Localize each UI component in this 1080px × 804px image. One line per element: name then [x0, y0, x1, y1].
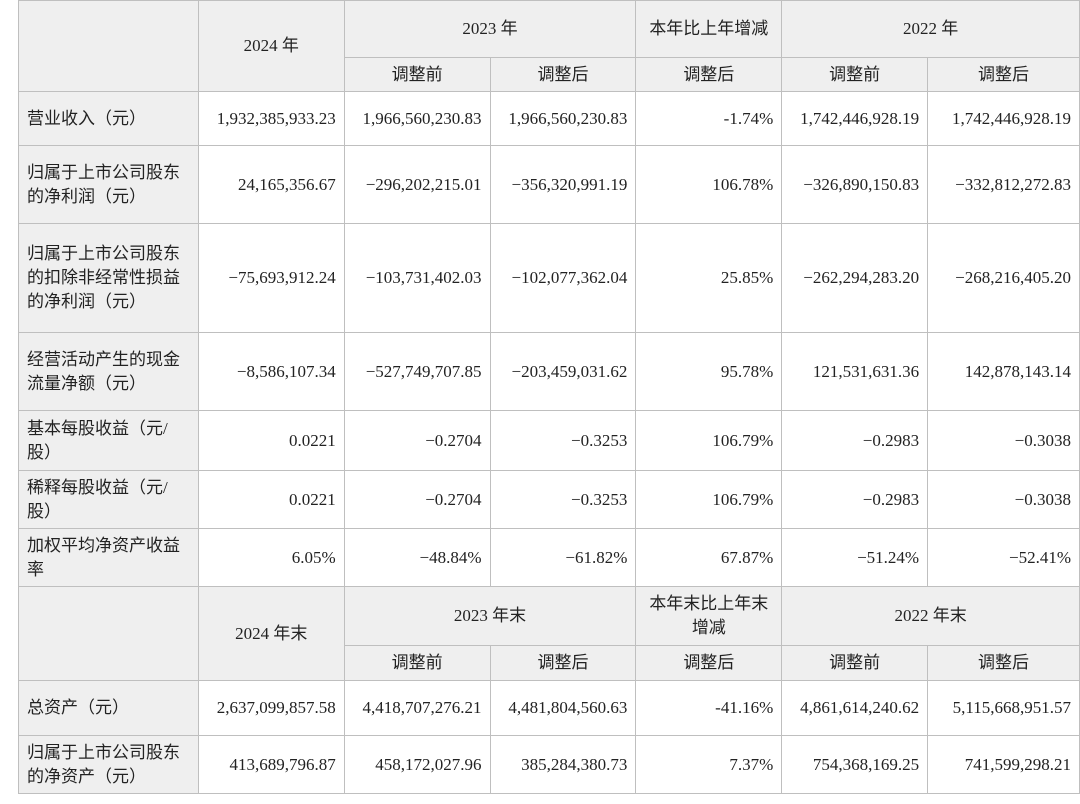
table-row: 加权平均净资产收益率 6.05% −48.84% −61.82% 67.87% … — [18, 528, 1080, 587]
table1-header-change-after: 调整后 — [635, 57, 783, 92]
table1-header-row-2: 调整前 调整后 调整后 调整前 调整后 — [19, 57, 1080, 92]
table2-header-2023: 2023 年末 — [343, 586, 637, 646]
table2-header-row-1: 2024 年末 2023 年末 本年末比上年末增减 2022 年末 — [18, 586, 1080, 681]
table1-header-change: 本年比上年增减 — [635, 0, 783, 58]
table1-header-row-1: 2024 年 2023 年 本年比上年增减 2022 年 — [18, 0, 1080, 92]
table-row: 归属于上市公司股东的净利润（元） 24,165,356.67 −296,202,… — [18, 145, 1080, 224]
cell-2023-after: 1,966,560,230.83 — [489, 91, 637, 146]
cell-2024: −8,586,107.34 — [197, 332, 345, 411]
table2-header-2023-after: 调整后 — [489, 645, 637, 681]
row-label: 总资产（元） — [18, 680, 199, 736]
cell-2023-after: −0.3253 — [489, 410, 637, 471]
cell-2023-before: −103,731,402.03 — [343, 223, 491, 333]
cell-2022-after: 5,115,668,951.57 — [927, 680, 1080, 736]
row-label: 营业收入（元） — [18, 91, 199, 146]
cell-2022-after: −0.3038 — [927, 410, 1080, 471]
table1-header-2023-after: 调整后 — [489, 57, 637, 92]
cell-2022-after: 142,878,143.14 — [927, 332, 1080, 411]
table2-header-row-2: 调整前 调整后 调整后 调整前 调整后 — [19, 645, 1080, 681]
table1-header-2022-after: 调整后 — [927, 57, 1080, 92]
cell-2024: 6.05% — [197, 528, 345, 587]
cell-2024: 0.0221 — [197, 470, 345, 529]
cell-change: 95.78% — [635, 332, 783, 411]
cell-change: 106.79% — [635, 410, 783, 471]
cell-2023-after: −203,459,031.62 — [489, 332, 637, 411]
table-row: 归属于上市公司股东的净资产（元） 413,689,796.87 458,172,… — [18, 735, 1080, 794]
cell-change: 25.85% — [635, 223, 783, 333]
cell-2022-after: 1,742,446,928.19 — [927, 91, 1080, 146]
cell-change: -41.16% — [635, 680, 783, 736]
cell-2022-before: 1,742,446,928.19 — [781, 91, 929, 146]
table2-header-2022-before: 调整前 — [781, 645, 929, 681]
cell-2022-after: −52.41% — [927, 528, 1080, 587]
table-row: 经营活动产生的现金流量净额（元） −8,586,107.34 −527,749,… — [18, 332, 1080, 411]
cell-change: 106.79% — [635, 470, 783, 529]
cell-2023-before: −527,749,707.85 — [343, 332, 491, 411]
table2-corner-cell — [18, 586, 199, 681]
row-label: 基本每股收益（元/股） — [18, 410, 199, 471]
table-row: 营业收入（元） 1,932,385,933.23 1,966,560,230.8… — [18, 91, 1080, 146]
cell-2022-before: −326,890,150.83 — [781, 145, 929, 224]
table1-header-2022: 2022 年 — [781, 0, 1080, 58]
cell-2024: 24,165,356.67 — [197, 145, 345, 224]
cell-change: 106.78% — [635, 145, 783, 224]
table2-header-2022: 2022 年末 — [781, 586, 1080, 646]
cell-2022-after: −0.3038 — [927, 470, 1080, 529]
cell-2023-before: −0.2704 — [343, 470, 491, 529]
table1-header-2024: 2024 年 — [197, 0, 345, 92]
cell-2023-before: −0.2704 — [343, 410, 491, 471]
table-row: 稀释每股收益（元/股） 0.0221 −0.2704 −0.3253 106.7… — [18, 470, 1080, 529]
table2-header-2022-after: 调整后 — [927, 645, 1080, 681]
table2-header-change: 本年末比上年末增减 — [635, 586, 783, 646]
row-label: 经营活动产生的现金流量净额（元） — [18, 332, 199, 411]
row-label: 加权平均净资产收益率 — [18, 528, 199, 587]
table1-corner-cell — [18, 0, 199, 92]
cell-2024: −75,693,912.24 — [197, 223, 345, 333]
cell-2024: 2,637,099,857.58 — [197, 680, 345, 736]
cell-change: 67.87% — [635, 528, 783, 587]
cell-2024: 0.0221 — [197, 410, 345, 471]
row-label: 归属于上市公司股东的扣除非经常性损益的净利润（元） — [18, 223, 199, 333]
cell-2023-after: −61.82% — [489, 528, 637, 587]
row-label: 稀释每股收益（元/股） — [18, 470, 199, 529]
cell-2024: 413,689,796.87 — [197, 735, 345, 794]
cell-2023-before: −296,202,215.01 — [343, 145, 491, 224]
key-financial-indicators-table: 2024 年 2023 年 本年比上年增减 2022 年 调整前 调整后 调整后… — [18, 0, 1080, 794]
table1-header-2022-before: 调整前 — [781, 57, 929, 92]
cell-2023-before: −48.84% — [343, 528, 491, 587]
table-row: 归属于上市公司股东的扣除非经常性损益的净利润（元） −75,693,912.24… — [18, 223, 1080, 333]
cell-2023-before: 458,172,027.96 — [343, 735, 491, 794]
cell-2022-before: −0.2983 — [781, 410, 929, 471]
cell-2022-before: 754,368,169.25 — [781, 735, 929, 794]
table2-header-change-after: 调整后 — [635, 645, 783, 681]
cell-2023-before: 1,966,560,230.83 — [343, 91, 491, 146]
cell-2023-after: −356,320,991.19 — [489, 145, 637, 224]
cell-2022-before: −0.2983 — [781, 470, 929, 529]
cell-2022-after: 741,599,298.21 — [927, 735, 1080, 794]
row-label: 归属于上市公司股东的净利润（元） — [18, 145, 199, 224]
cell-2022-before: 121,531,631.36 — [781, 332, 929, 411]
table1-header-2023: 2023 年 — [343, 0, 637, 58]
table1-header-2023-before: 调整前 — [343, 57, 491, 92]
cell-2022-after: −268,216,405.20 — [927, 223, 1080, 333]
cell-2023-after: 385,284,380.73 — [489, 735, 637, 794]
cell-2022-before: 4,861,614,240.62 — [781, 680, 929, 736]
cell-2022-after: −332,812,272.83 — [927, 145, 1080, 224]
cell-2023-before: 4,418,707,276.21 — [343, 680, 491, 736]
cell-change: -1.74% — [635, 91, 783, 146]
cell-2022-before: −262,294,283.20 — [781, 223, 929, 333]
table2-header-2024: 2024 年末 — [197, 586, 345, 681]
table2-header-2023-before: 调整前 — [343, 645, 491, 681]
cell-change: 7.37% — [635, 735, 783, 794]
cell-2023-after: −0.3253 — [489, 470, 637, 529]
cell-2022-before: −51.24% — [781, 528, 929, 587]
cell-2024: 1,932,385,933.23 — [197, 91, 345, 146]
table-row: 基本每股收益（元/股） 0.0221 −0.2704 −0.3253 106.7… — [18, 410, 1080, 471]
row-label: 归属于上市公司股东的净资产（元） — [18, 735, 199, 794]
cell-2023-after: 4,481,804,560.63 — [489, 680, 637, 736]
cell-2023-after: −102,077,362.04 — [489, 223, 637, 333]
table-row: 总资产（元） 2,637,099,857.58 4,418,707,276.21… — [18, 680, 1080, 736]
